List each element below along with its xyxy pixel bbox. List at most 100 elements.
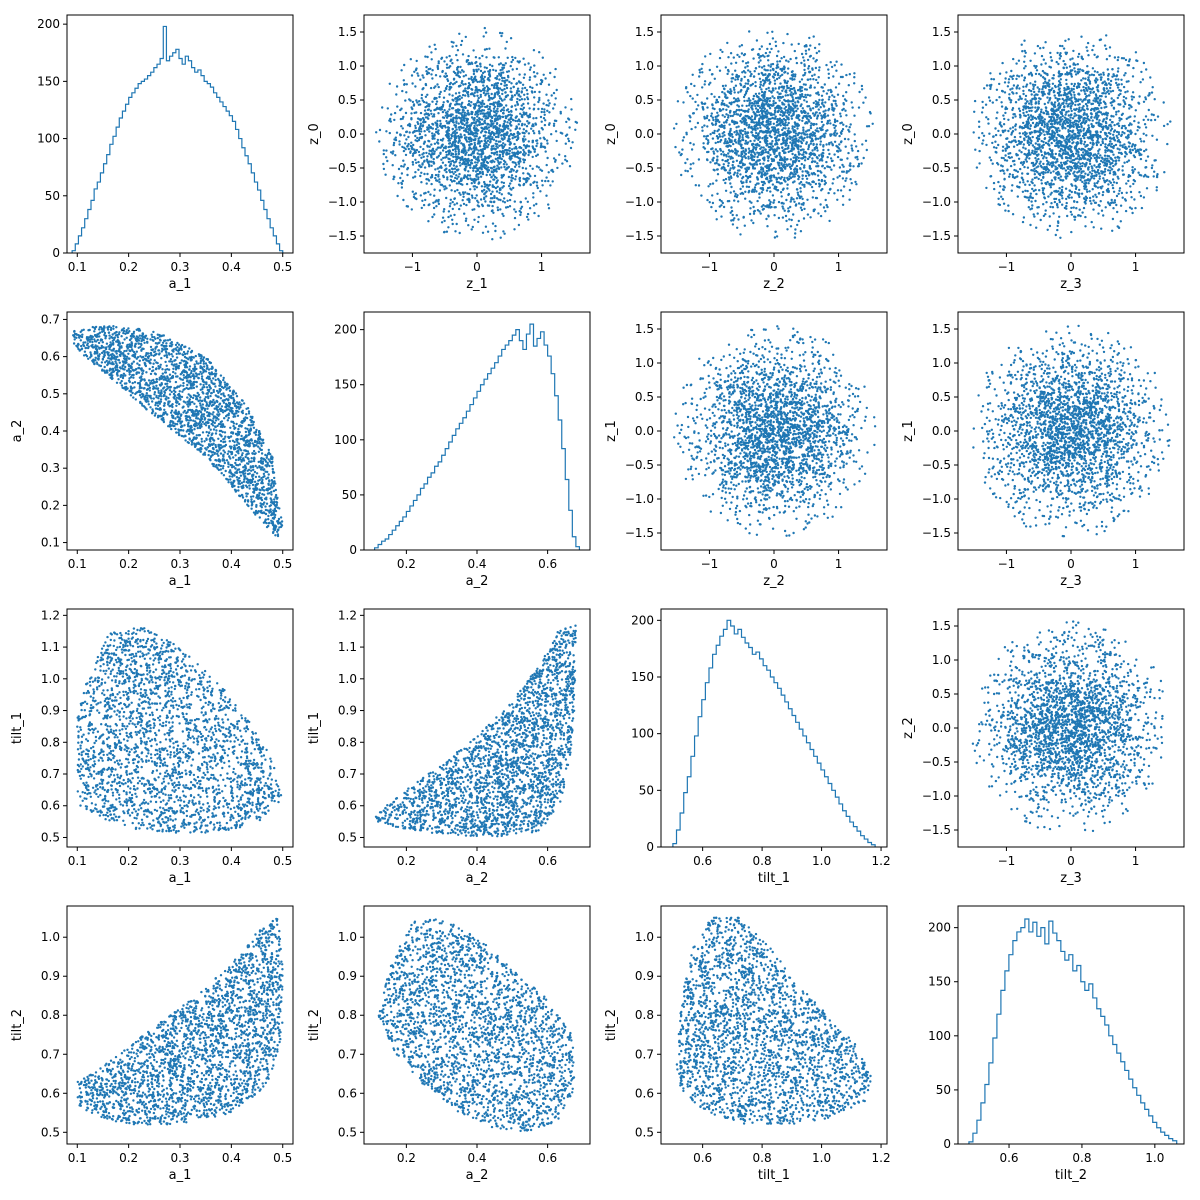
scatter-point	[732, 173, 736, 176]
scatter-point	[767, 127, 771, 130]
scatter-point	[466, 177, 470, 181]
scatter-point	[752, 102, 756, 105]
scatter-point	[431, 152, 434, 155]
scatter-point	[791, 139, 794, 142]
scatter-point	[847, 170, 850, 173]
scatter-point	[823, 83, 826, 86]
scatter-point	[762, 73, 765, 77]
scatter-point	[798, 195, 801, 198]
scatter-point	[543, 123, 547, 127]
scatter-point	[802, 95, 806, 99]
scatter-point	[853, 133, 856, 136]
scatter-point	[725, 108, 728, 112]
scatter-point	[501, 79, 504, 82]
scatter-point	[746, 61, 750, 64]
scatter-point	[758, 113, 761, 117]
scatter-point	[481, 71, 485, 75]
scatter-point	[716, 173, 720, 176]
scatter-point	[518, 177, 521, 181]
scatter-point	[812, 57, 815, 60]
scatter-point	[752, 94, 756, 98]
scatter-point	[729, 90, 732, 93]
scatter-point	[437, 62, 440, 65]
scatter-point	[1032, 213, 1035, 216]
scatter-point	[762, 207, 765, 211]
scatter-point	[793, 49, 796, 53]
y-tick-label: 0.0	[338, 127, 357, 141]
scatter-point	[710, 205, 713, 209]
scatter-point	[546, 142, 549, 145]
scatter-point	[773, 185, 777, 188]
scatter-point	[403, 63, 406, 67]
scatter-point	[771, 116, 774, 120]
scatter-point	[799, 230, 803, 233]
scatter-point	[454, 136, 457, 139]
scatter-point	[861, 143, 864, 146]
scatter-point	[501, 200, 505, 203]
scatter-point	[764, 110, 768, 113]
scatter-point	[503, 98, 506, 101]
scatter-point	[803, 207, 806, 211]
scatter-point	[547, 179, 550, 183]
scatter-point	[446, 110, 449, 113]
scatter-point	[795, 56, 798, 60]
scatter-point	[501, 76, 504, 80]
scatter-point	[804, 71, 807, 75]
scatter-point	[811, 107, 815, 110]
scatter-point	[516, 102, 519, 106]
scatter-point	[458, 172, 461, 176]
scatter-point	[451, 218, 454, 221]
scatter-point	[402, 198, 405, 202]
scatter-point	[493, 165, 496, 168]
scatter-point	[721, 84, 725, 88]
scatter-point	[744, 82, 747, 85]
scatter-point	[791, 75, 795, 78]
scatter-point	[794, 73, 797, 76]
scatter-point	[439, 146, 442, 149]
scatter-point	[752, 75, 756, 78]
scatter-point	[484, 144, 488, 147]
scatter-point	[550, 94, 553, 97]
scatter-point	[836, 93, 840, 96]
scatter-point	[771, 89, 775, 92]
scatter-point	[535, 165, 539, 168]
scatter-point	[1025, 83, 1029, 86]
scatter-point	[467, 149, 470, 152]
scatter-point	[736, 174, 739, 177]
scatter-point	[768, 107, 772, 110]
scatter-point	[753, 139, 756, 142]
scatter-point	[773, 97, 776, 100]
scatter-point	[827, 68, 830, 71]
scatter-point	[711, 158, 714, 161]
scatter-point	[508, 147, 511, 150]
scatter-point	[674, 145, 677, 149]
scatter-point	[480, 140, 483, 143]
scatter-point	[812, 189, 815, 193]
scatter-point	[498, 162, 501, 166]
scatter-point	[419, 122, 423, 125]
scatter-point	[522, 57, 525, 60]
scatter-point	[785, 89, 788, 92]
scatter-point	[430, 58, 433, 61]
scatter-point	[423, 109, 427, 112]
scatter-point	[533, 103, 536, 106]
scatter-point	[568, 126, 571, 129]
scatter-point	[502, 125, 506, 128]
scatter-point	[815, 146, 819, 150]
scatter-point	[535, 184, 539, 187]
scatter-point	[747, 136, 750, 139]
scatter-point	[720, 153, 723, 156]
scatter-point	[490, 102, 494, 106]
scatter-point	[737, 99, 741, 102]
scatter-point	[470, 148, 473, 151]
scatter-point	[561, 162, 564, 165]
scatter-point	[473, 181, 476, 184]
scatter-point	[466, 87, 470, 90]
scatter-point	[757, 61, 760, 64]
scatter-point	[841, 128, 845, 131]
scatter-point	[455, 121, 458, 125]
scatter-point	[776, 60, 779, 63]
scatter-point	[537, 100, 540, 104]
scatter-point	[833, 107, 836, 111]
